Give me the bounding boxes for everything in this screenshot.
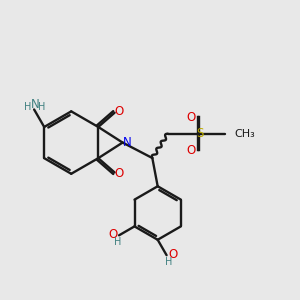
Text: CH₃: CH₃ [234,129,255,139]
Text: O: O [115,105,124,118]
Text: H: H [38,102,46,112]
Text: N: N [31,98,39,111]
Text: S: S [196,127,204,140]
Text: O: O [186,110,196,124]
Text: H: H [114,237,121,247]
Text: O: O [186,144,196,157]
Text: H: H [24,102,31,112]
Text: N: N [123,136,131,149]
Text: O: O [115,167,124,180]
Text: O: O [109,228,118,241]
Text: H: H [165,257,173,267]
Text: O: O [169,248,178,261]
